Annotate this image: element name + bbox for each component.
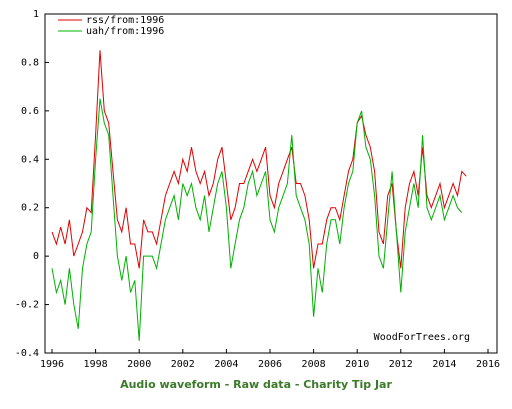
y-tick-label: 0.8	[21, 57, 39, 68]
y-tick-label: 1	[33, 9, 39, 20]
y-tick-label: 0.2	[21, 203, 39, 214]
x-tick-label: 2014	[432, 359, 456, 370]
x-tick-label: 2008	[302, 359, 326, 370]
x-tick-label: 2002	[171, 359, 195, 370]
legend-label: rss/from:1996	[86, 15, 164, 26]
x-tick-label: 2010	[345, 359, 369, 370]
x-tick-label: 1998	[84, 359, 108, 370]
x-tick-label: 2006	[258, 359, 282, 370]
y-tick-label: -0.4	[15, 348, 39, 359]
series-line	[51, 98, 463, 341]
x-tick-label: 2016	[476, 359, 500, 370]
watermark: WoodForTrees.org	[374, 332, 470, 343]
y-tick-label: -0.2	[15, 300, 39, 311]
y-tick-label: 0.6	[21, 106, 39, 117]
plot-frame	[44, 13, 498, 354]
x-tick-label: 2004	[214, 359, 238, 370]
y-tick-label: 0.4	[21, 154, 39, 165]
x-tick-label: 1996	[40, 359, 64, 370]
legend-label: uah/from:1996	[86, 26, 164, 37]
x-tick-label: 2012	[389, 359, 413, 370]
y-tick-label: 0	[33, 251, 39, 262]
footer-links[interactable]: Audio waveform - Raw data - Charity Tip …	[120, 378, 392, 391]
x-tick-label: 2000	[127, 359, 151, 370]
